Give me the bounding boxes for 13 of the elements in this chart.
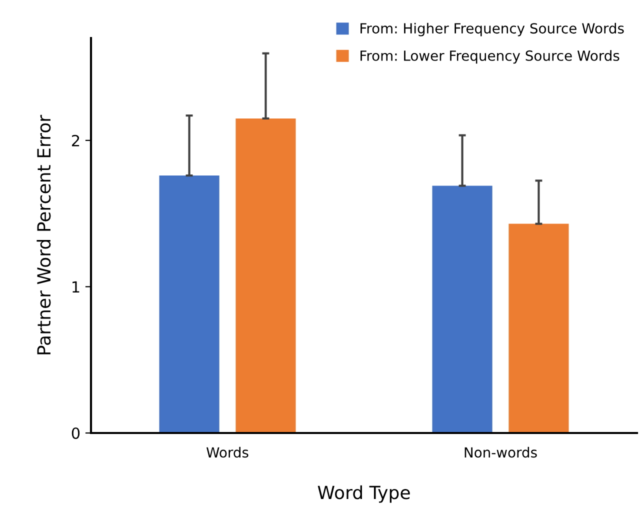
x-tick-label: Non-words	[464, 446, 537, 458]
bar	[159, 176, 220, 433]
bar	[236, 118, 296, 433]
legend-label: From: Higher Frequency Source Words	[360, 22, 624, 36]
bar	[508, 224, 569, 433]
y-tick-label: 0	[72, 427, 80, 440]
bar	[432, 186, 492, 433]
y-axis-title: Partner Word Percent Error	[36, 114, 51, 354]
x-tick-label: Words	[206, 446, 248, 458]
y-tick-label: 1	[72, 281, 80, 293]
legend-label: From: Lower Frequency Source Words	[360, 50, 620, 64]
x-axis-title: Word Type	[318, 485, 410, 503]
y-tick-label: 2	[72, 134, 80, 146]
